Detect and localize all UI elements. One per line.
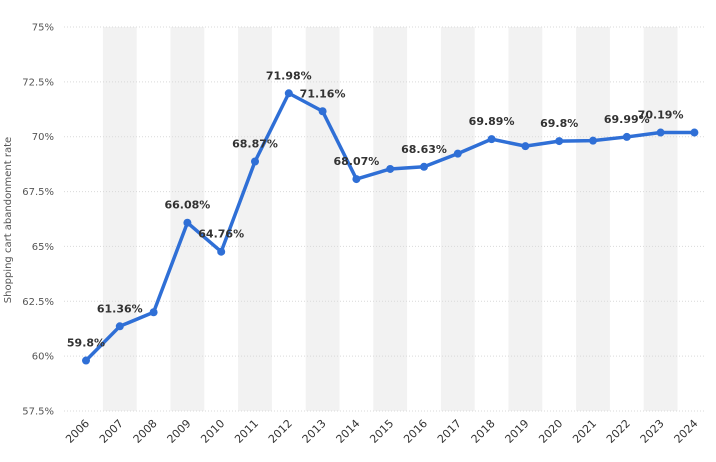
data-points: [82, 89, 699, 365]
data-labels: 59.8% 61.36% 66.08% 64.76% 68.87% 71.98% 71.16…: [67, 69, 684, 349]
data-label: 68.87%: [232, 138, 278, 151]
column-band: [373, 27, 408, 411]
y-axis-label: Shopping cart abandonment rate: [3, 137, 14, 303]
data-point: [217, 247, 226, 256]
y-tick-label: 65%: [32, 242, 54, 253]
data-label: 69.8%: [540, 117, 578, 130]
data-point: [487, 135, 496, 144]
data-point: [521, 142, 530, 151]
y-axis-ticks: 57.5% 60% 62.5% 65% 67.5% 70% 72.5% 75%: [22, 23, 54, 418]
data-point: [656, 128, 665, 137]
data-point: [386, 164, 395, 173]
x-tick-label: 2024: [672, 417, 701, 446]
column-band: [576, 27, 610, 411]
x-tick-label: 2016: [401, 417, 430, 446]
data-point: [420, 162, 428, 171]
column-bands: [102, 27, 678, 411]
data-label: 66.08%: [164, 199, 210, 212]
y-tick-label: 57.5%: [22, 407, 54, 418]
x-tick-label: 2011: [232, 417, 261, 446]
x-tick-label: 2015: [367, 417, 396, 446]
column-band: [643, 27, 678, 411]
x-tick-label: 2013: [300, 417, 329, 446]
data-label: 70.19%: [638, 109, 684, 122]
data-label: 59.8%: [67, 337, 105, 350]
y-tick-label: 62.5%: [22, 297, 54, 308]
column-band: [508, 27, 543, 411]
data-label: 68.63%: [401, 143, 447, 156]
x-tick-label: 2022: [604, 417, 633, 446]
column-band: [440, 27, 475, 411]
data-point: [82, 356, 90, 365]
data-point: [589, 136, 597, 145]
data-point: [690, 128, 699, 137]
data-label: 64.76%: [198, 228, 244, 241]
x-axis-ticks: 2006 2007 2008 2009 2010 2011 2012 2013 2014 2015…: [63, 417, 700, 446]
x-tick-label: 2017: [435, 417, 464, 446]
x-tick-label: 2014: [334, 417, 363, 446]
data-point: [251, 157, 259, 166]
column-band: [305, 27, 340, 411]
data-label: 68.07%: [333, 155, 379, 168]
x-tick-label: 2023: [638, 417, 667, 446]
data-label: 71.16%: [300, 87, 346, 100]
data-point: [115, 322, 124, 331]
y-tick-label: 75%: [32, 23, 54, 34]
data-point: [318, 107, 327, 116]
data-point: [453, 149, 462, 158]
x-tick-label: 2008: [131, 417, 160, 446]
data-point: [352, 175, 361, 184]
x-tick-label: 2021: [570, 417, 599, 446]
y-tick-label: 70%: [32, 132, 54, 143]
data-point: [284, 89, 293, 98]
y-tick-label: 72.5%: [22, 77, 54, 88]
data-label: 69.89%: [469, 115, 515, 128]
y-tick-label: 60%: [32, 352, 54, 363]
data-label: 69.99%: [604, 113, 650, 126]
data-label: 61.36%: [97, 302, 143, 315]
data-point: [622, 132, 631, 141]
column-band: [238, 27, 272, 411]
data-point: [149, 308, 158, 317]
data-point: [183, 218, 192, 227]
x-tick-label: 2020: [536, 417, 565, 446]
data-label: 71.98%: [266, 69, 312, 82]
x-tick-label: 2007: [97, 417, 126, 446]
x-tick-label: 2010: [198, 417, 227, 446]
y-tick-label: 67.5%: [22, 187, 54, 198]
x-tick-label: 2009: [165, 417, 194, 446]
data-point: [555, 137, 564, 146]
column-band: [102, 27, 137, 411]
x-tick-label: 2018: [469, 417, 498, 446]
x-tick-label: 2006: [63, 417, 92, 446]
x-tick-label: 2012: [266, 417, 295, 446]
x-tick-label: 2019: [503, 417, 532, 446]
